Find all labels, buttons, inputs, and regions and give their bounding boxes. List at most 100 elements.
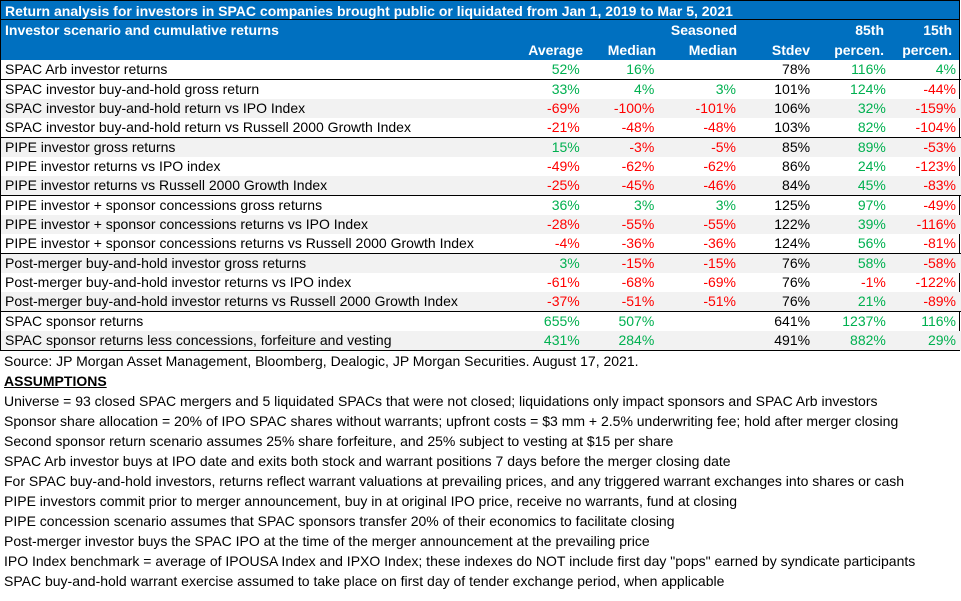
cell-median: -48%	[621, 119, 655, 135]
cell-average: 33%	[512, 79, 585, 99]
cell-85th-percentile: 116%	[851, 61, 886, 77]
cell-median: -55%	[584, 215, 660, 234]
cell-seasoned-median	[659, 331, 741, 350]
cell-seasoned-median: -62%	[703, 158, 736, 174]
row-label: PIPE investor + sponsor concessions retu…	[5, 235, 474, 251]
cell-seasoned-median: -15%	[659, 253, 741, 273]
cell-85th-percentile: 97%	[815, 195, 891, 215]
cell-85th-percentile: 1237%	[815, 311, 891, 331]
cell-average: -4%	[554, 235, 580, 251]
cell-15th-percentile: -116%	[890, 215, 961, 234]
assumption-item: For SPAC buy-and-hold investors, returns…	[4, 473, 905, 489]
cell-15th-percentile: -89%	[890, 292, 961, 312]
cell-stdev: 491%	[741, 331, 816, 350]
row-label: Post-merger buy-and-hold investor return…	[5, 274, 352, 290]
header-row-2: Average Median Median Stdev percen. perc…	[1, 40, 959, 60]
header-85th-percentile: percen.	[834, 42, 884, 58]
header-median: Median	[607, 42, 656, 58]
header-average: Average	[528, 42, 583, 58]
cell-seasoned-median: -46%	[659, 176, 741, 196]
assumption-item: Post-merger investor buys the SPAC IPO a…	[4, 533, 650, 549]
assumption-item: PIPE concession scenario assumes that SP…	[4, 513, 675, 529]
cell-median: 284%	[584, 331, 660, 350]
cell-average: -37%	[512, 292, 585, 312]
cell-average: -69%	[512, 99, 585, 118]
cell-stdev: 84%	[741, 176, 816, 196]
row-label: SPAC investor buy-and-hold return vs Rus…	[5, 119, 411, 135]
cell-average: 36%	[512, 195, 585, 215]
header-scenario-label: Investor scenario and cumulative returns	[5, 22, 279, 38]
cell-average: -25%	[512, 176, 585, 196]
table-row: PIPE investor returns vs Russell 2000 Gr…	[1, 176, 961, 196]
cell-seasoned-median: 3%	[659, 79, 741, 99]
table-row: SPAC investor buy-and-hold return vs IPO…	[1, 99, 961, 118]
table-row: PIPE investor + sponsor concessions retu…	[1, 215, 961, 234]
cell-median: 4%	[584, 79, 660, 99]
cell-85th-percentile: 882%	[815, 331, 891, 350]
cell-seasoned-median	[659, 60, 741, 80]
table-row: PIPE investor gross returns 15% -3% -5% 85% 8…	[1, 137, 961, 157]
cell-15th-percentile: -123%	[915, 158, 956, 174]
cell-85th-percentile: 24%	[857, 158, 886, 174]
cell-average: -49%	[547, 158, 580, 174]
table-header: Investor scenario and cumulative returns…	[0, 20, 960, 60]
returns-table-wrapper: SPAC Arb investor returns 52% 16% 78% 116% 4%…	[0, 60, 961, 351]
assumption-item: IPO Index benchmark = average of IPOUSA …	[4, 553, 916, 569]
cell-average: 3%	[512, 253, 585, 273]
returns-table: SPAC Arb investor returns 52% 16% 78% 116% 4%…	[1, 60, 961, 350]
cell-15th-percentile: -81%	[923, 235, 956, 251]
cell-median: -45%	[584, 176, 660, 196]
row-label: SPAC sponsor returns less concessions, f…	[1, 331, 513, 350]
cell-85th-percentile: -1%	[860, 274, 886, 290]
row-label: SPAC sponsor returns	[1, 311, 513, 331]
cell-seasoned-median: -51%	[659, 292, 741, 312]
cell-85th-percentile: 32%	[815, 99, 891, 118]
row-label: Post-merger buy-and-hold investor gross …	[1, 253, 513, 273]
returns-table-body: SPAC Arb investor returns 52% 16% 78% 116% 4%…	[1, 60, 961, 350]
cell-85th-percentile: 39%	[815, 215, 891, 234]
row-label: SPAC Arb investor returns	[5, 61, 168, 77]
cell-stdev: 78%	[782, 61, 811, 77]
cell-15th-percentile: 4%	[935, 61, 956, 77]
cell-median: -36%	[621, 235, 655, 251]
cell-stdev: 122%	[741, 215, 816, 234]
notes-section: Source: JP Morgan Asset Management, Bloo…	[0, 351, 961, 589]
row-label: PIPE investor + sponsor concessions gros…	[1, 195, 513, 215]
table-row: Post-merger buy-and-hold investor return…	[1, 292, 961, 312]
table-row: SPAC sponsor returns 655% 507% 641% 1237% 116…	[1, 311, 961, 331]
row-label: PIPE investor returns vs IPO index	[5, 158, 221, 174]
cell-average: -61%	[547, 274, 580, 290]
cell-stdev: 85%	[741, 137, 816, 157]
cell-stdev: 106%	[741, 99, 816, 118]
cell-15th-percentile: -159%	[890, 99, 961, 118]
source-note: Source: JP Morgan Asset Management, Bloo…	[4, 353, 639, 369]
assumption-item: Second sponsor return scenario assumes 2…	[4, 433, 674, 449]
row-label: SPAC investor buy-and-hold return vs IPO…	[1, 99, 513, 118]
cell-seasoned-median: -55%	[659, 215, 741, 234]
table-row: SPAC sponsor returns less concessions, f…	[1, 331, 961, 350]
cell-median: -3%	[584, 137, 660, 157]
cell-15th-percentile: -83%	[890, 176, 961, 196]
assumption-item: Universe = 93 closed SPAC mergers and 5 …	[4, 393, 878, 409]
cell-85th-percentile: 58%	[815, 253, 891, 273]
cell-15th-percentile: -49%	[890, 195, 961, 215]
cell-seasoned-median: -101%	[659, 99, 741, 118]
cell-15th-percentile: -58%	[890, 253, 961, 273]
cell-stdev: 76%	[741, 292, 816, 312]
assumption-item: Sponsor share allocation = 20% of IPO SP…	[4, 413, 899, 429]
table-row: SPAC Arb investor returns 52% 16% 78% 116% 4%	[1, 60, 961, 80]
header-row-1: Investor scenario and cumulative returns…	[1, 20, 959, 40]
cell-seasoned-median: -69%	[703, 274, 736, 290]
row-label: SPAC investor buy-and-hold gross return	[1, 79, 513, 99]
cell-85th-percentile: 45%	[815, 176, 891, 196]
cell-15th-percentile: -53%	[890, 137, 961, 157]
table-row: SPAC investor buy-and-hold gross return 3…	[1, 79, 961, 99]
header-stdev: Stdev	[771, 42, 810, 58]
cell-15th-percentile: -122%	[915, 274, 956, 290]
cell-85th-percentile: 124%	[815, 79, 891, 99]
cell-average: 655%	[512, 311, 585, 331]
cell-average: -21%	[547, 119, 580, 135]
cell-stdev: 86%	[782, 158, 811, 174]
cell-85th-percentile: 56%	[857, 235, 886, 251]
